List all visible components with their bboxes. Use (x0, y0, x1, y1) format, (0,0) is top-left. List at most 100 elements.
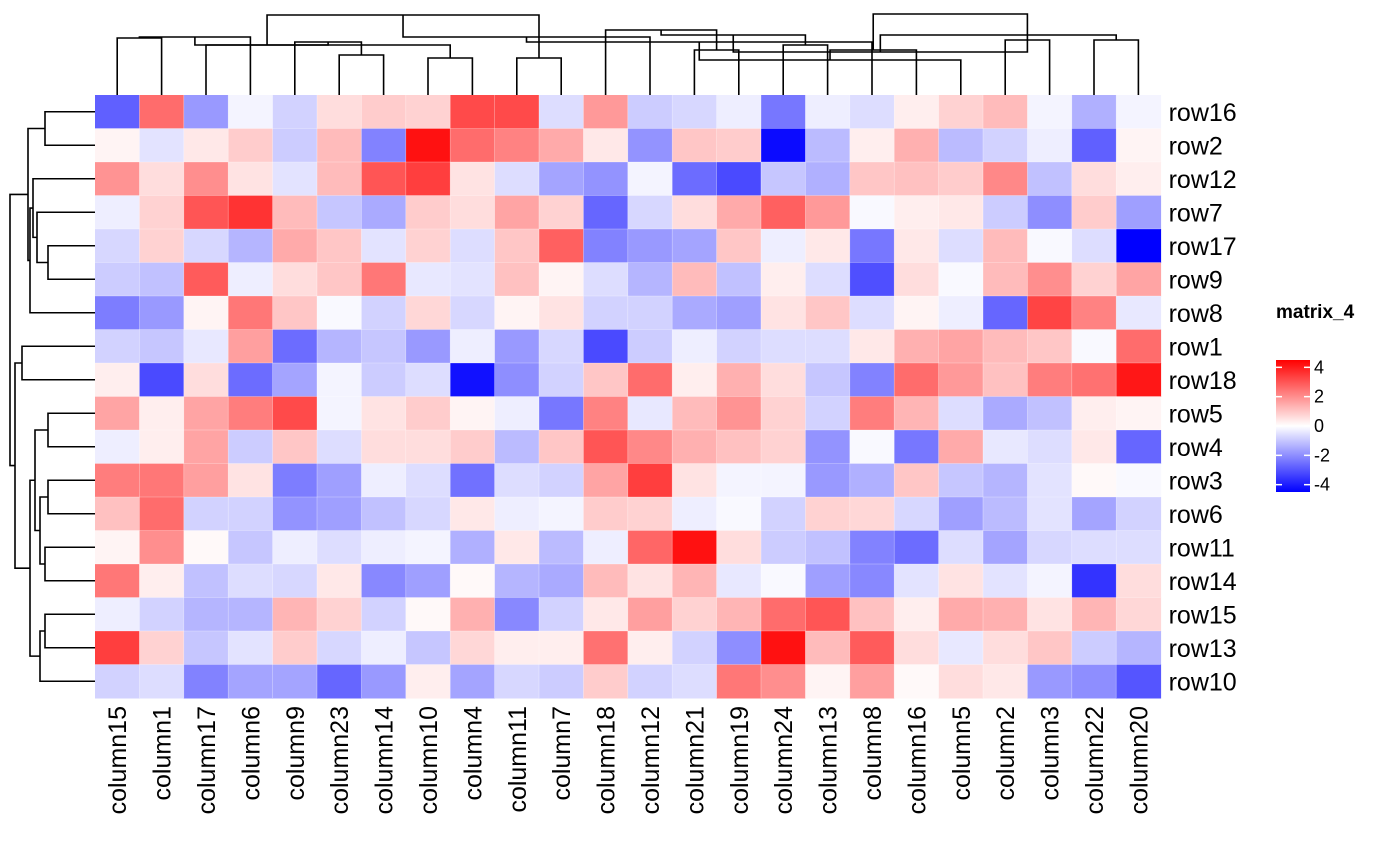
row-label: row16 (1169, 99, 1237, 127)
heatmap-cell (938, 162, 984, 196)
heatmap-cell (539, 597, 584, 632)
column-label: column24 (770, 706, 798, 814)
heatmap-cell (1071, 631, 1117, 665)
heatmap-cell (450, 95, 496, 129)
heatmap-cell (450, 597, 496, 632)
heatmap-cell (805, 128, 851, 163)
heatmap-cell (228, 128, 274, 163)
heatmap-cell (1071, 329, 1117, 364)
heatmap-cell (95, 396, 140, 431)
column-label: column11 (504, 706, 532, 813)
heatmap-cell (361, 631, 407, 665)
heatmap-cell (1027, 296, 1073, 330)
heatmap-cell (272, 95, 318, 129)
heatmap-cell (983, 664, 1028, 699)
heatmap-cell (1116, 128, 1162, 163)
heatmap-cell (450, 296, 496, 330)
heatmap-cell (539, 631, 584, 665)
heatmap-cell (583, 296, 629, 330)
heatmap-cell (272, 597, 318, 632)
heatmap-cell (805, 597, 851, 632)
dendrogram-branch (44, 546, 95, 582)
heatmap-cell (627, 497, 673, 531)
heatmap-cell (450, 128, 496, 163)
heatmap-cell (849, 530, 895, 565)
heatmap-cell (317, 430, 362, 464)
heatmap-cell (983, 497, 1028, 531)
heatmap-cell (1027, 430, 1073, 464)
heatmap-cell (405, 296, 451, 330)
heatmap-cell (494, 329, 540, 364)
heatmap-cell (361, 597, 407, 632)
heatmap-cell (894, 497, 940, 531)
heatmap-cell (938, 430, 984, 464)
heatmap-cell (1027, 329, 1073, 364)
heatmap-cell (672, 262, 718, 297)
heatmap-cell (1027, 463, 1073, 498)
heatmap-cell (183, 128, 229, 163)
dendrogram-branch (32, 177, 95, 239)
heatmap-cell (761, 463, 806, 498)
heatmap-cell (450, 329, 496, 364)
heatmap-cell (583, 95, 629, 129)
heatmap-cell (716, 463, 762, 498)
heatmap-cell (95, 664, 140, 699)
heatmap-cell (139, 195, 185, 230)
dendrogram-branch (205, 42, 329, 95)
heatmap-cell (1027, 363, 1073, 397)
heatmap-cell (139, 664, 185, 699)
heatmap-cell (627, 128, 673, 163)
heatmap-cell (228, 296, 274, 330)
heatmap-cell (1071, 195, 1117, 230)
heatmap-cell (494, 229, 540, 263)
heatmap-cell (361, 664, 407, 699)
heatmap-cell (228, 430, 274, 464)
heatmap-cell (983, 396, 1028, 431)
row-label: row3 (1169, 467, 1223, 495)
heatmap-cell (317, 363, 362, 397)
heatmap-cell (672, 363, 718, 397)
dendrogram-branch (829, 49, 918, 95)
heatmap-cell (583, 162, 629, 196)
column-labels: column15 column1 column17 column6 column9 col… (104, 706, 1153, 814)
heatmap-cell (539, 530, 584, 565)
heatmap-cell (95, 296, 140, 330)
heatmap-cell (583, 195, 629, 230)
heatmap-cell (1116, 664, 1162, 699)
heatmap-cell (938, 363, 984, 397)
heatmap-cell (1116, 363, 1162, 397)
heatmap-cell (805, 195, 851, 230)
heatmap-cell (1116, 430, 1162, 464)
column-label: column8 (859, 706, 887, 801)
heatmap-cell (139, 95, 185, 129)
heatmap-cell (938, 597, 984, 632)
heatmap-cell (1116, 564, 1162, 598)
heatmap-cell (761, 497, 806, 531)
heatmap-cell (450, 564, 496, 598)
heatmap-cell (983, 229, 1028, 263)
heatmap-cell (272, 229, 318, 263)
heatmap-cell (405, 664, 451, 699)
heatmap-cell (894, 195, 940, 230)
row-label: row5 (1169, 400, 1223, 428)
heatmap-cell (761, 262, 806, 297)
row-label: row8 (1169, 300, 1223, 328)
heatmap-cell (361, 463, 407, 498)
heatmap-cell (361, 296, 407, 330)
heatmap-cell (95, 631, 140, 665)
heatmap-cell (405, 195, 451, 230)
heatmap-cell (228, 363, 274, 397)
heatmap-cell (716, 195, 762, 230)
heatmap-cell (183, 631, 229, 665)
dendrogram-branch (294, 41, 363, 95)
legend-tick-label: 2 (1314, 387, 1324, 407)
heatmap-cell (938, 329, 984, 364)
heatmap-cell (983, 597, 1028, 632)
heatmap-cell (627, 396, 673, 431)
heatmap-cell (761, 530, 806, 565)
heatmap-cell (627, 597, 673, 632)
heatmap-cell (183, 95, 229, 129)
heatmap-cell (583, 597, 629, 632)
heatmap-cell (716, 329, 762, 364)
